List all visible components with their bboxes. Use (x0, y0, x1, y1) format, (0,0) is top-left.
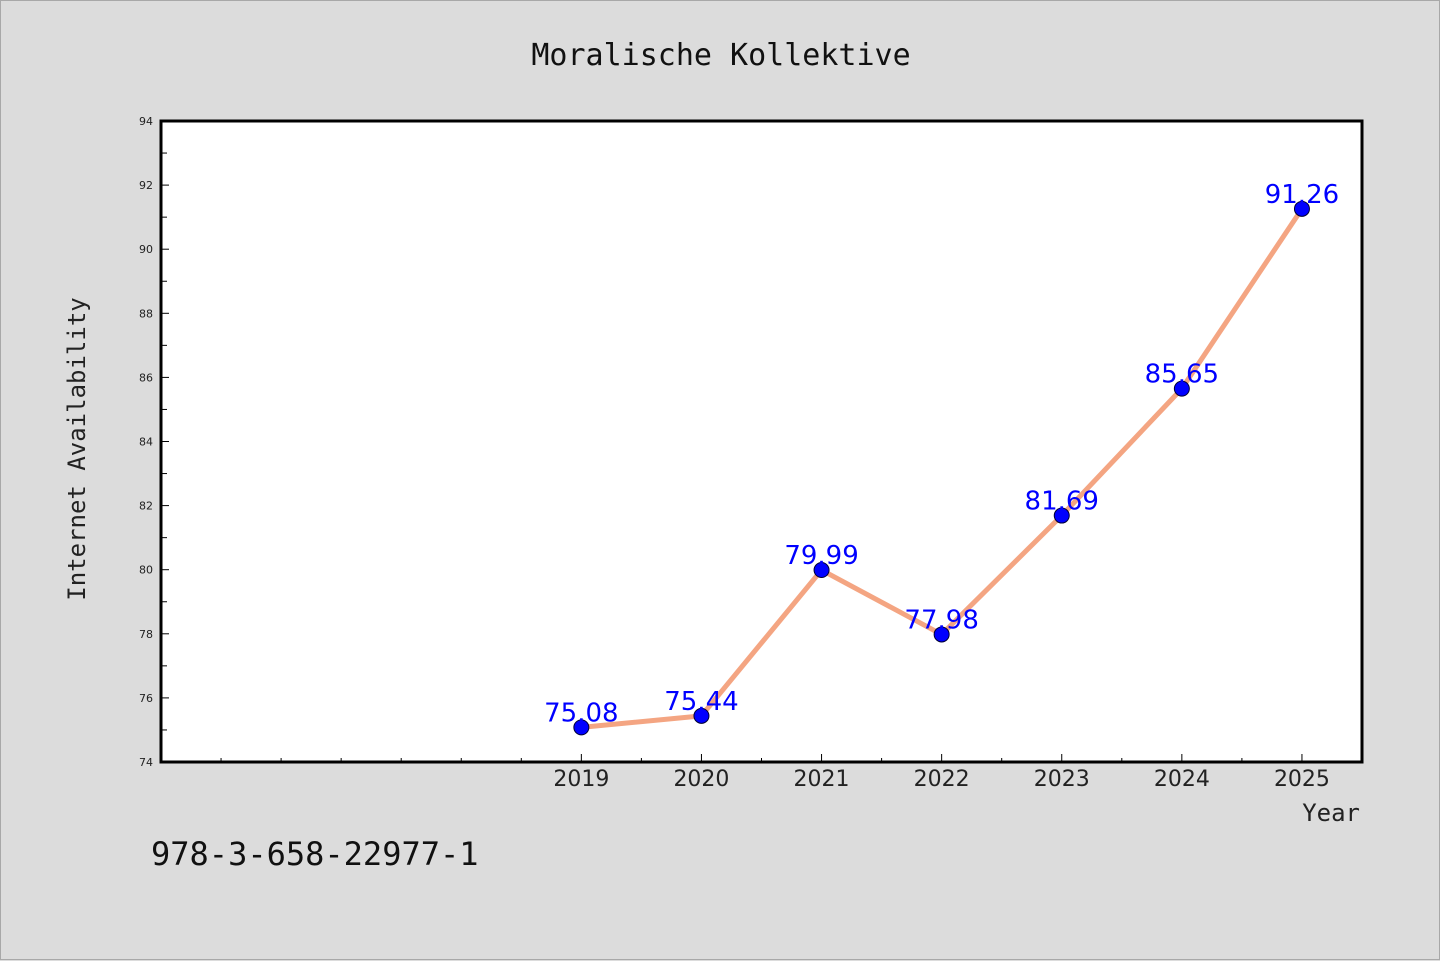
y-tick-label: 82 (139, 500, 153, 513)
x-axis-label: Year (1302, 799, 1360, 827)
chart-title: Moralische Kollektive (531, 38, 910, 73)
y-tick-label: 88 (139, 307, 153, 320)
data-label: 91.26 (1265, 180, 1339, 210)
y-tick-label: 90 (139, 243, 153, 256)
y-tick-label: 76 (139, 692, 153, 705)
y-tick-label: 84 (139, 436, 153, 449)
data-point (1293, 200, 1310, 217)
y-tick-label: 74 (139, 756, 153, 769)
plot-area (159, 119, 1364, 764)
y-axis-label: Internet Availability (63, 297, 91, 600)
y-axis: 74 76 78 80 82 84 86 88 90 92 94 (139, 115, 169, 769)
series-line-group (573, 200, 1310, 736)
data-label: 75.08 (544, 698, 618, 728)
data-label: 81.69 (1025, 487, 1099, 517)
data-point (813, 562, 830, 579)
x-tick-label: 2023 (1034, 767, 1090, 792)
y-tick-label: 94 (139, 115, 153, 128)
isbn-text: 978-3-658-22977-1 (151, 835, 479, 873)
x-axis: 2019 2020 2021 2022 2023 2024 2025 (160, 754, 1363, 792)
x-tick-label: 2020 (673, 767, 729, 792)
x-tick-label: 2024 (1154, 767, 1210, 792)
y-tick-label: 86 (139, 371, 153, 384)
y-tick-label: 92 (139, 179, 153, 192)
data-point (1173, 380, 1190, 397)
x-tick-label: 2022 (914, 767, 970, 792)
data-label: 77.98 (904, 605, 978, 635)
data-label: 79.99 (784, 541, 858, 571)
data-point (1053, 507, 1070, 524)
data-point (933, 626, 950, 643)
x-tick-label: 2019 (553, 767, 609, 792)
y-tick-label: 80 (139, 564, 153, 577)
x-tick-label: 2025 (1274, 767, 1330, 792)
x-tick-label: 2021 (794, 767, 850, 792)
data-point (693, 707, 710, 724)
data-labels: 75.08 75.44 79.99 77.98 81.69 85.65 91.26 (544, 180, 1339, 729)
data-label: 75.44 (664, 687, 738, 717)
y-tick-label: 78 (139, 628, 153, 641)
data-label: 85.65 (1145, 360, 1219, 390)
data-point (573, 719, 590, 736)
